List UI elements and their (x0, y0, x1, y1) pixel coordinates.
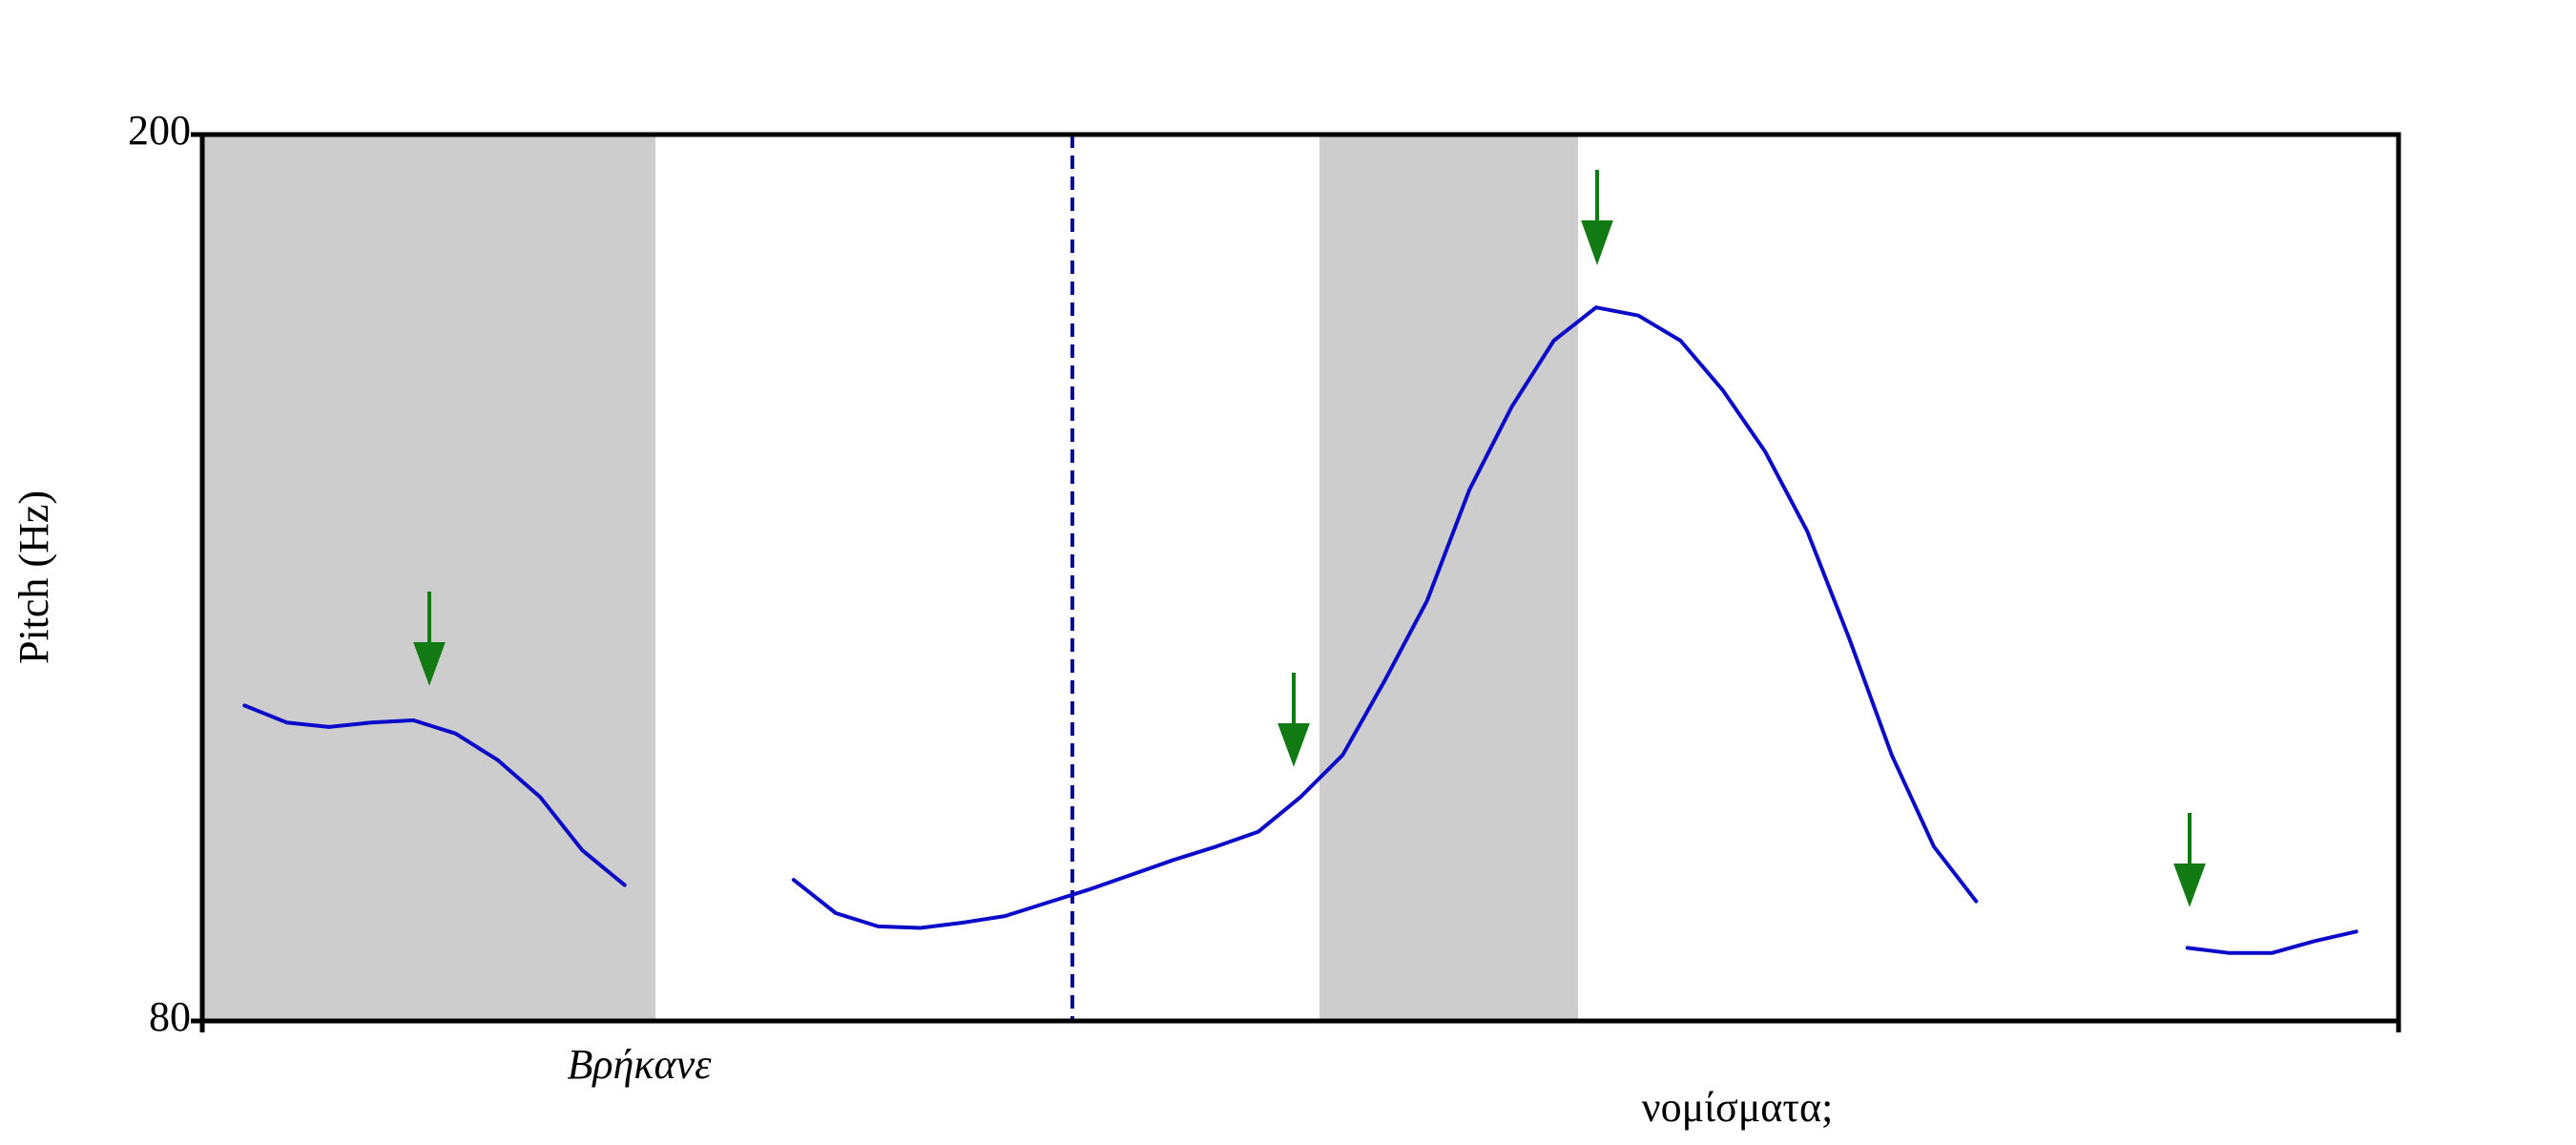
pitch-contour (242, 305, 2358, 955)
plot-frame (199, 132, 2401, 1024)
arrows (413, 170, 2206, 907)
y-tick-label: 200 (128, 107, 191, 154)
arrow-head (413, 642, 446, 686)
arrow-head (1278, 723, 1310, 767)
shaded-region (1319, 135, 1578, 1021)
arrow-head (2173, 864, 2206, 907)
shaded-region (202, 135, 655, 1021)
word-label: Βρήκανε (568, 1041, 713, 1088)
word-label: νομίσματα; (1642, 1084, 1834, 1131)
y-tick-label: 80 (149, 993, 191, 1040)
plot (242, 305, 2358, 955)
arrow-head (1581, 220, 1613, 265)
y-axis-label: Pitch (Hz) (10, 490, 57, 664)
